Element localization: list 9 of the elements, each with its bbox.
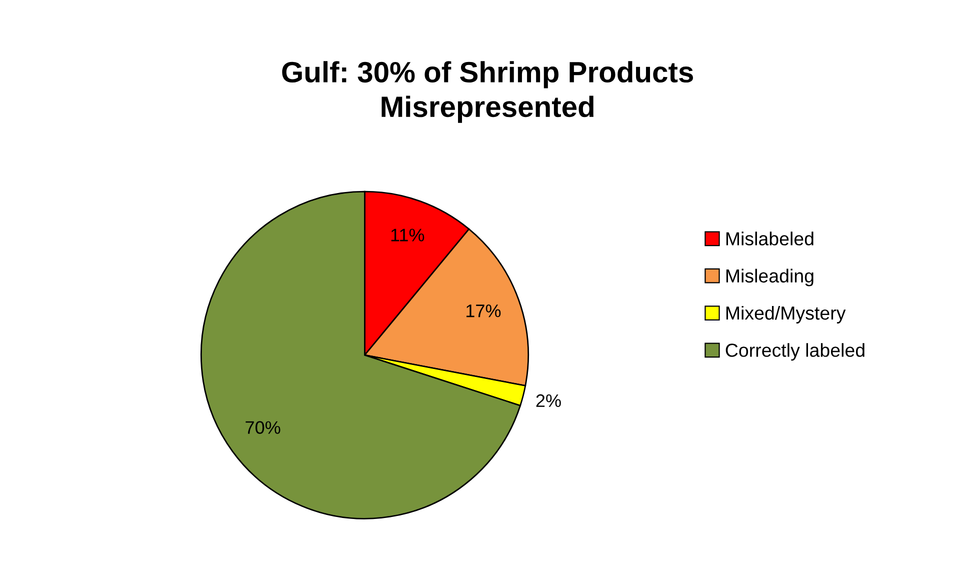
data-label: 70% — [246, 421, 280, 434]
legend-label: Mislabeled — [726, 232, 814, 246]
legend-label: Correctly labeled — [726, 343, 864, 361]
data-label: 2% — [536, 394, 561, 408]
chart-title: Gulf: 30% of Shrimp Products Misrepresented — [282, 61, 693, 123]
data-label: 17% — [466, 304, 501, 318]
data-label: 11% — [391, 228, 424, 242]
legend-label: Misleading — [726, 268, 814, 286]
legend-label: Mixed/Mystery — [726, 306, 846, 324]
